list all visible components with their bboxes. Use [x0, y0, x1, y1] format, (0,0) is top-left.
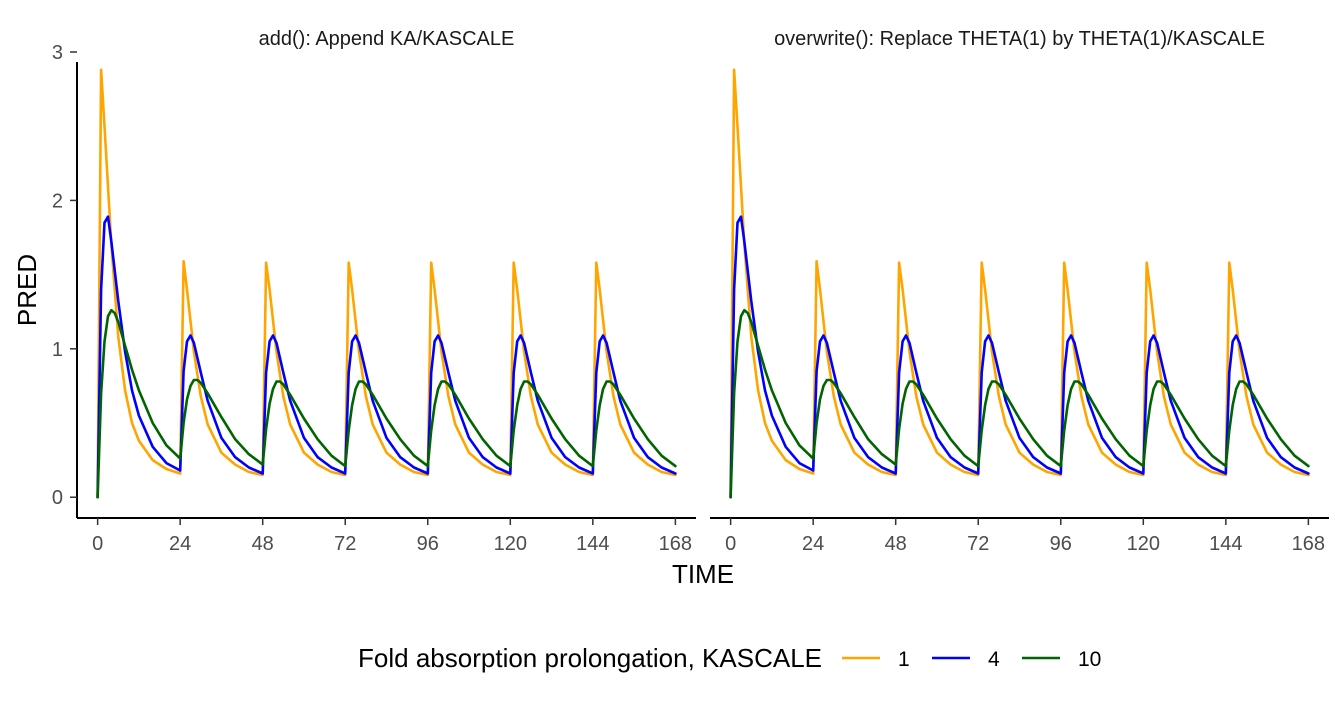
x-tick-label: 168: [659, 533, 692, 555]
series-line-kascale-4: [96, 215, 677, 499]
x-tick-label: 72: [334, 533, 356, 555]
x-tick-label: 24: [169, 533, 191, 555]
panel-2: overwrite(): Replace THETA(1) by THETA(1…: [710, 28, 1329, 555]
panel-title: overwrite(): Replace THETA(1) by THETA(1…: [774, 28, 1265, 50]
x-tick-label: 0: [92, 533, 103, 555]
series-line-kascale-10: [729, 308, 1310, 499]
x-tick-label: 0: [725, 533, 736, 555]
y-axis-title: PRED: [12, 254, 42, 326]
series-line-kascale-10: [96, 308, 677, 499]
x-tick-label: 144: [1209, 533, 1242, 555]
x-tick-label: 72: [967, 533, 989, 555]
series-line-kascale-4: [729, 215, 1310, 499]
x-tick-label: 168: [1292, 533, 1325, 555]
y-tick-label: 2: [52, 190, 63, 212]
x-tick-label: 144: [576, 533, 609, 555]
y-tick-label: 3: [52, 42, 63, 64]
x-tick-label: 96: [1050, 533, 1072, 555]
legend-label-kascale-4: 4: [988, 648, 1000, 671]
series-line-kascale-1: [729, 68, 1310, 499]
panel-title: add(): Append KA/KASCALE: [259, 28, 515, 50]
y-tick-label: 0: [52, 487, 63, 509]
x-tick-label: 24: [802, 533, 824, 555]
legend-title: Fold absorption prolongation, KASCALE: [358, 643, 822, 673]
legend: 1 4 10: [842, 648, 1101, 671]
y-tick-label: 1: [52, 339, 63, 361]
x-tick-label: 48: [252, 533, 274, 555]
x-tick-label: 120: [494, 533, 527, 555]
x-axis-title: TIME: [672, 559, 734, 589]
x-tick-label: 48: [885, 533, 907, 555]
x-tick-label: 96: [417, 533, 439, 555]
legend-label-kascale-1: 1: [898, 648, 910, 671]
series-line-kascale-1: [96, 68, 677, 499]
legend-label-kascale-10: 10: [1078, 648, 1101, 671]
x-tick-label: 120: [1127, 533, 1160, 555]
